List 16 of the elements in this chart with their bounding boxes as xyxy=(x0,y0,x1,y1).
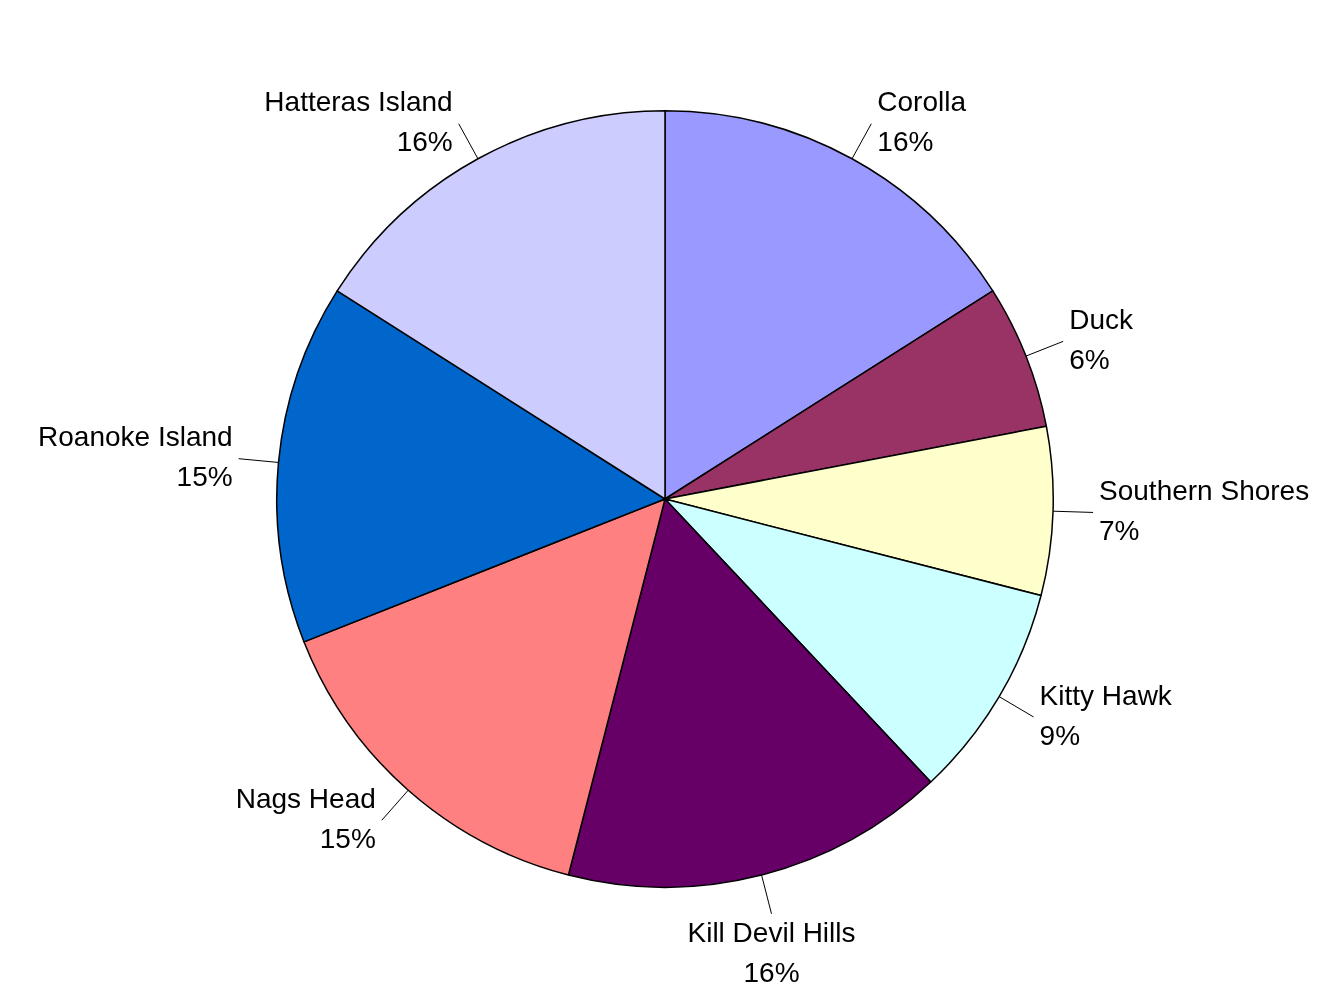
data-label: 15% xyxy=(319,822,376,854)
data-label: 7% xyxy=(1099,515,1140,547)
data-label: 16% xyxy=(877,126,934,158)
data-label: 16% xyxy=(743,956,800,988)
slice-label: Southern Shores xyxy=(1099,475,1310,507)
slice-label: Nags Head xyxy=(235,782,376,814)
data-label: 15% xyxy=(176,461,233,493)
slice-label: Kitty Hawk xyxy=(1039,679,1173,711)
data-label: 6% xyxy=(1069,344,1110,376)
slice-label: Hatteras Island xyxy=(264,86,453,118)
slice-label: Duck xyxy=(1069,304,1134,336)
slice-label: Corolla xyxy=(877,86,967,118)
data-label: 16% xyxy=(396,126,453,158)
data-label: 9% xyxy=(1039,719,1081,751)
slice-label: Kill Devil Hills xyxy=(687,916,856,948)
slice-label: Roanoke Island xyxy=(38,421,233,453)
